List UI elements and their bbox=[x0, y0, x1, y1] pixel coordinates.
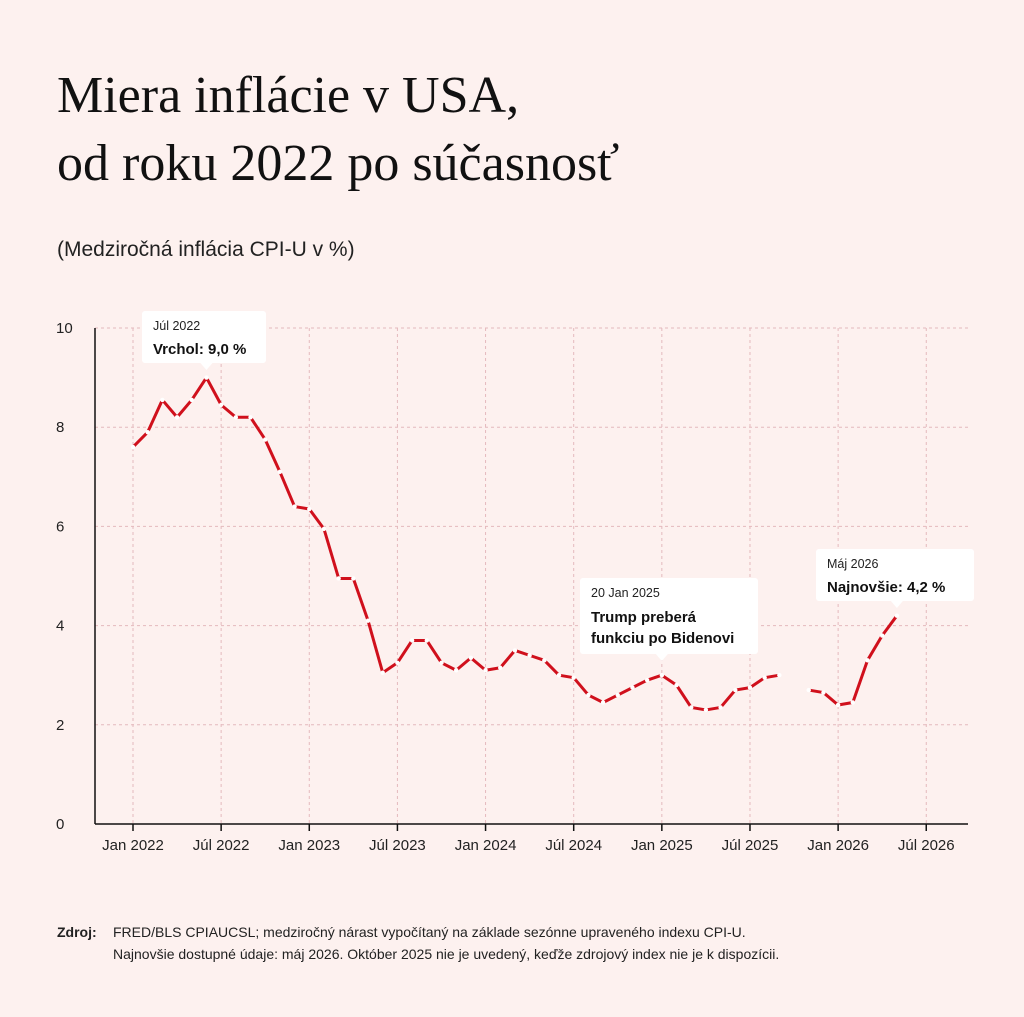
data-point bbox=[468, 655, 474, 661]
data-point bbox=[600, 700, 606, 705]
data-point bbox=[160, 397, 165, 403]
annotation-text: Trump preberá funkciu po Bidenovi bbox=[591, 609, 734, 647]
data-point bbox=[689, 705, 694, 710]
annotation-pointer bbox=[655, 654, 668, 661]
annotation-date: 20 Jan 2025 bbox=[591, 586, 660, 600]
annotation-pointer bbox=[890, 601, 903, 608]
x-tick-label: Júl 2026 bbox=[898, 837, 955, 854]
x-tick-label: Júl 2022 bbox=[193, 837, 250, 854]
data-point bbox=[336, 576, 341, 581]
data-point bbox=[263, 437, 268, 442]
data-point bbox=[586, 692, 591, 698]
annotation-text: Najnovšie: 4,2 % bbox=[827, 579, 945, 596]
data-point bbox=[894, 613, 900, 618]
x-tick-label: Júl 2023 bbox=[369, 837, 426, 854]
data-point bbox=[644, 677, 650, 683]
data-point bbox=[277, 469, 283, 475]
data-point bbox=[204, 375, 209, 380]
data-point bbox=[865, 658, 870, 663]
data-point bbox=[248, 415, 253, 420]
annotation-box bbox=[580, 578, 758, 654]
data-point bbox=[321, 526, 327, 532]
annotation-date: Júl 2022 bbox=[153, 319, 200, 333]
data-point bbox=[395, 660, 400, 665]
data-point bbox=[365, 618, 371, 623]
data-point bbox=[351, 576, 356, 581]
data-point bbox=[130, 444, 136, 450]
data-point bbox=[879, 633, 885, 638]
y-tick-label: 10 bbox=[56, 320, 73, 337]
source-line-2: Najnovšie dostupné údaje: máj 2026. Októ… bbox=[113, 946, 780, 962]
source-line-1: FRED/BLS CPIAUCSL; medziročný nárast vyp… bbox=[113, 924, 746, 940]
data-point bbox=[556, 673, 562, 678]
x-tick-label: Jan 2026 bbox=[807, 837, 869, 854]
data-point bbox=[218, 402, 224, 408]
data-point bbox=[189, 397, 194, 403]
data-point bbox=[439, 660, 444, 665]
x-tick-label: Jan 2024 bbox=[455, 837, 517, 854]
data-point bbox=[747, 685, 753, 690]
annotation-pointer bbox=[200, 363, 213, 370]
data-point bbox=[674, 682, 679, 688]
data-point bbox=[762, 675, 767, 680]
annotation-callout: Máj 2026 Najnovšie: 4,2 % bbox=[816, 549, 974, 608]
annotation-text: Vrchol: 9,0 % bbox=[153, 341, 246, 358]
y-tick-label: 6 bbox=[56, 518, 64, 535]
annotation-box bbox=[142, 311, 266, 363]
x-tick-label: Jan 2025 bbox=[631, 837, 693, 854]
annotation-box bbox=[816, 549, 974, 601]
data-point bbox=[145, 429, 150, 435]
data-point bbox=[703, 707, 709, 713]
data-point bbox=[542, 658, 547, 663]
chart-title: Miera inflácie v USA, od roku 2022 po sú… bbox=[57, 62, 619, 198]
y-tick-label: 2 bbox=[56, 717, 64, 734]
data-point bbox=[424, 638, 429, 643]
data-point bbox=[409, 638, 415, 643]
data-point bbox=[659, 673, 665, 678]
y-tick-label: 0 bbox=[56, 816, 64, 833]
annotation-callout: 20 Jan 2025 Trump preberá funkciu po Biden… bbox=[580, 578, 758, 661]
data-point bbox=[850, 700, 856, 705]
data-point bbox=[718, 705, 723, 710]
chart-title-line-2: od roku 2022 po súčasnosť bbox=[57, 135, 620, 192]
data-point bbox=[835, 702, 841, 708]
data-point bbox=[777, 673, 782, 678]
data-point bbox=[380, 670, 385, 675]
data-point bbox=[615, 692, 620, 698]
y-tick-label: 4 bbox=[56, 618, 64, 635]
inflation-line-chart: 0 2 4 6 8 10 Jan 2022 Júl 2022 Jan 2023 Júl 2023 J… bbox=[56, 311, 974, 854]
x-tick-label: Júl 2024 bbox=[545, 837, 602, 854]
source-label: Zdroj: bbox=[57, 924, 97, 940]
data-point bbox=[174, 415, 180, 420]
data-point bbox=[307, 506, 312, 512]
data-point bbox=[453, 668, 459, 673]
chart-subtitle: (Medziročná inflácia CPI-U v %) bbox=[57, 238, 355, 261]
data-point bbox=[733, 687, 738, 693]
data-point bbox=[512, 648, 518, 653]
data-point bbox=[821, 690, 826, 695]
x-tick-label: Júl 2025 bbox=[722, 837, 779, 854]
data-point bbox=[527, 653, 532, 658]
annotation-callout: Júl 2022 Vrchol: 9,0 % bbox=[142, 311, 266, 370]
data-point bbox=[806, 687, 811, 693]
data-point bbox=[292, 504, 297, 509]
data-point bbox=[498, 665, 503, 670]
data-point bbox=[483, 668, 488, 673]
y-tick-label: 8 bbox=[56, 419, 64, 436]
data-point bbox=[571, 675, 576, 680]
x-tick-label: Jan 2023 bbox=[278, 837, 340, 854]
data-point bbox=[630, 685, 635, 690]
annotation-date: Máj 2026 bbox=[827, 557, 878, 571]
x-tick-label: Jan 2022 bbox=[102, 837, 164, 854]
data-point bbox=[233, 415, 239, 420]
chart-title-line-1: Miera inflácie v USA, bbox=[57, 67, 520, 124]
